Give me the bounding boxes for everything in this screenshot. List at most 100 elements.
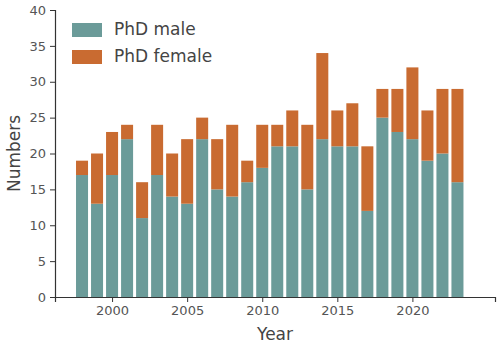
series: [76, 53, 463, 218]
bar: [316, 53, 328, 139]
bar: [451, 182, 463, 297]
bar: [451, 89, 463, 182]
tick: 30: [29, 74, 55, 89]
bar: [376, 118, 388, 297]
bar: [181, 204, 193, 297]
bar: [421, 161, 433, 297]
axis-line: [50, 11, 56, 298]
bar: [256, 125, 268, 168]
bar: [331, 146, 343, 297]
tick-mark: [50, 82, 55, 83]
tick-mark: [50, 154, 55, 155]
tick: 5: [38, 254, 55, 269]
bar: [151, 125, 163, 175]
bar: [406, 67, 418, 139]
bar: [391, 89, 403, 132]
tick-label: 25: [29, 110, 46, 125]
bar: [301, 189, 313, 297]
tick-label: 40: [29, 3, 46, 18]
bar: [436, 154, 448, 298]
bar: [151, 175, 163, 297]
bar: [346, 103, 358, 146]
legend: PhD male PhD female: [72, 19, 212, 66]
tick: 40: [29, 3, 55, 18]
bar: [211, 189, 223, 297]
bar: [106, 132, 118, 175]
bar: [166, 154, 178, 197]
bar: [136, 218, 148, 297]
tick: 2005: [171, 297, 204, 318]
tick-label: 30: [29, 74, 46, 89]
bar: [271, 125, 283, 147]
tick-mark: [50, 261, 55, 262]
bar: [196, 139, 208, 297]
bar: [226, 197, 238, 297]
tick-mark: [50, 46, 55, 47]
legend-label: PhD male: [114, 19, 196, 39]
bar: [181, 139, 193, 204]
bar: [361, 211, 373, 297]
tick-label: 2020: [396, 303, 429, 318]
bar: [421, 110, 433, 160]
tick-label: 35: [29, 39, 46, 54]
tick-mark: [50, 225, 55, 226]
bar: [391, 132, 403, 297]
bar: [241, 182, 253, 297]
y-axis-title: Numbers: [4, 115, 24, 192]
bar: [286, 110, 298, 146]
tick: 15: [29, 182, 55, 197]
bar: [286, 146, 298, 297]
bar: [76, 175, 88, 297]
bar: [241, 161, 253, 183]
bar: [121, 125, 133, 139]
tick: 25: [29, 110, 55, 125]
bar: [106, 175, 118, 297]
bar: [331, 110, 343, 146]
series: [76, 118, 463, 297]
chart: 2000 2005 2010 2015 2020 0 5 10 15 20 25 30 35 40 Year…: [0, 0, 500, 348]
tick-mark: [262, 297, 263, 302]
tick-mark: [50, 189, 55, 190]
bar: [196, 118, 208, 140]
tick: 2020: [396, 297, 429, 318]
tick-label: 5: [38, 254, 46, 269]
tick-mark: [50, 10, 55, 11]
tick: 0: [38, 290, 55, 305]
bar: [301, 125, 313, 190]
bar: [271, 146, 283, 297]
tick-mark: [112, 297, 113, 302]
bar: [76, 161, 88, 175]
bar: [436, 89, 448, 154]
tick: 2000: [96, 297, 129, 318]
legend-label: PhD female: [114, 46, 212, 66]
bar: [316, 139, 328, 297]
tick: 2015: [321, 297, 354, 318]
tick-label: 2010: [246, 303, 279, 318]
bar: [166, 197, 178, 297]
bar: [406, 139, 418, 297]
bar: [136, 182, 148, 218]
tick: 10: [29, 218, 55, 233]
bar: [91, 154, 103, 204]
tick-label: 2000: [96, 303, 129, 318]
bar: [256, 168, 268, 297]
tick-mark: [412, 297, 413, 302]
bar: [211, 139, 223, 189]
x-axis: 2000 2005 2010 2015 2020: [56, 297, 496, 318]
bar: [361, 146, 373, 211]
y-axis: 0 5 10 15 20 25 30 35 40: [29, 3, 55, 305]
tick-label: 2015: [321, 303, 354, 318]
axis-line: [56, 298, 496, 303]
tick-label: 15: [29, 182, 46, 197]
tick-mark: [187, 297, 188, 302]
legend-swatch: [72, 50, 102, 64]
tick-mark: [50, 118, 55, 119]
tick: 20: [29, 146, 55, 161]
tick: 35: [29, 39, 55, 54]
bar: [121, 139, 133, 297]
x-axis-title: Year: [256, 324, 293, 344]
legend-swatch: [72, 23, 102, 37]
tick-label: 0: [38, 290, 46, 305]
bar: [376, 89, 388, 118]
tick-label: 10: [29, 218, 46, 233]
